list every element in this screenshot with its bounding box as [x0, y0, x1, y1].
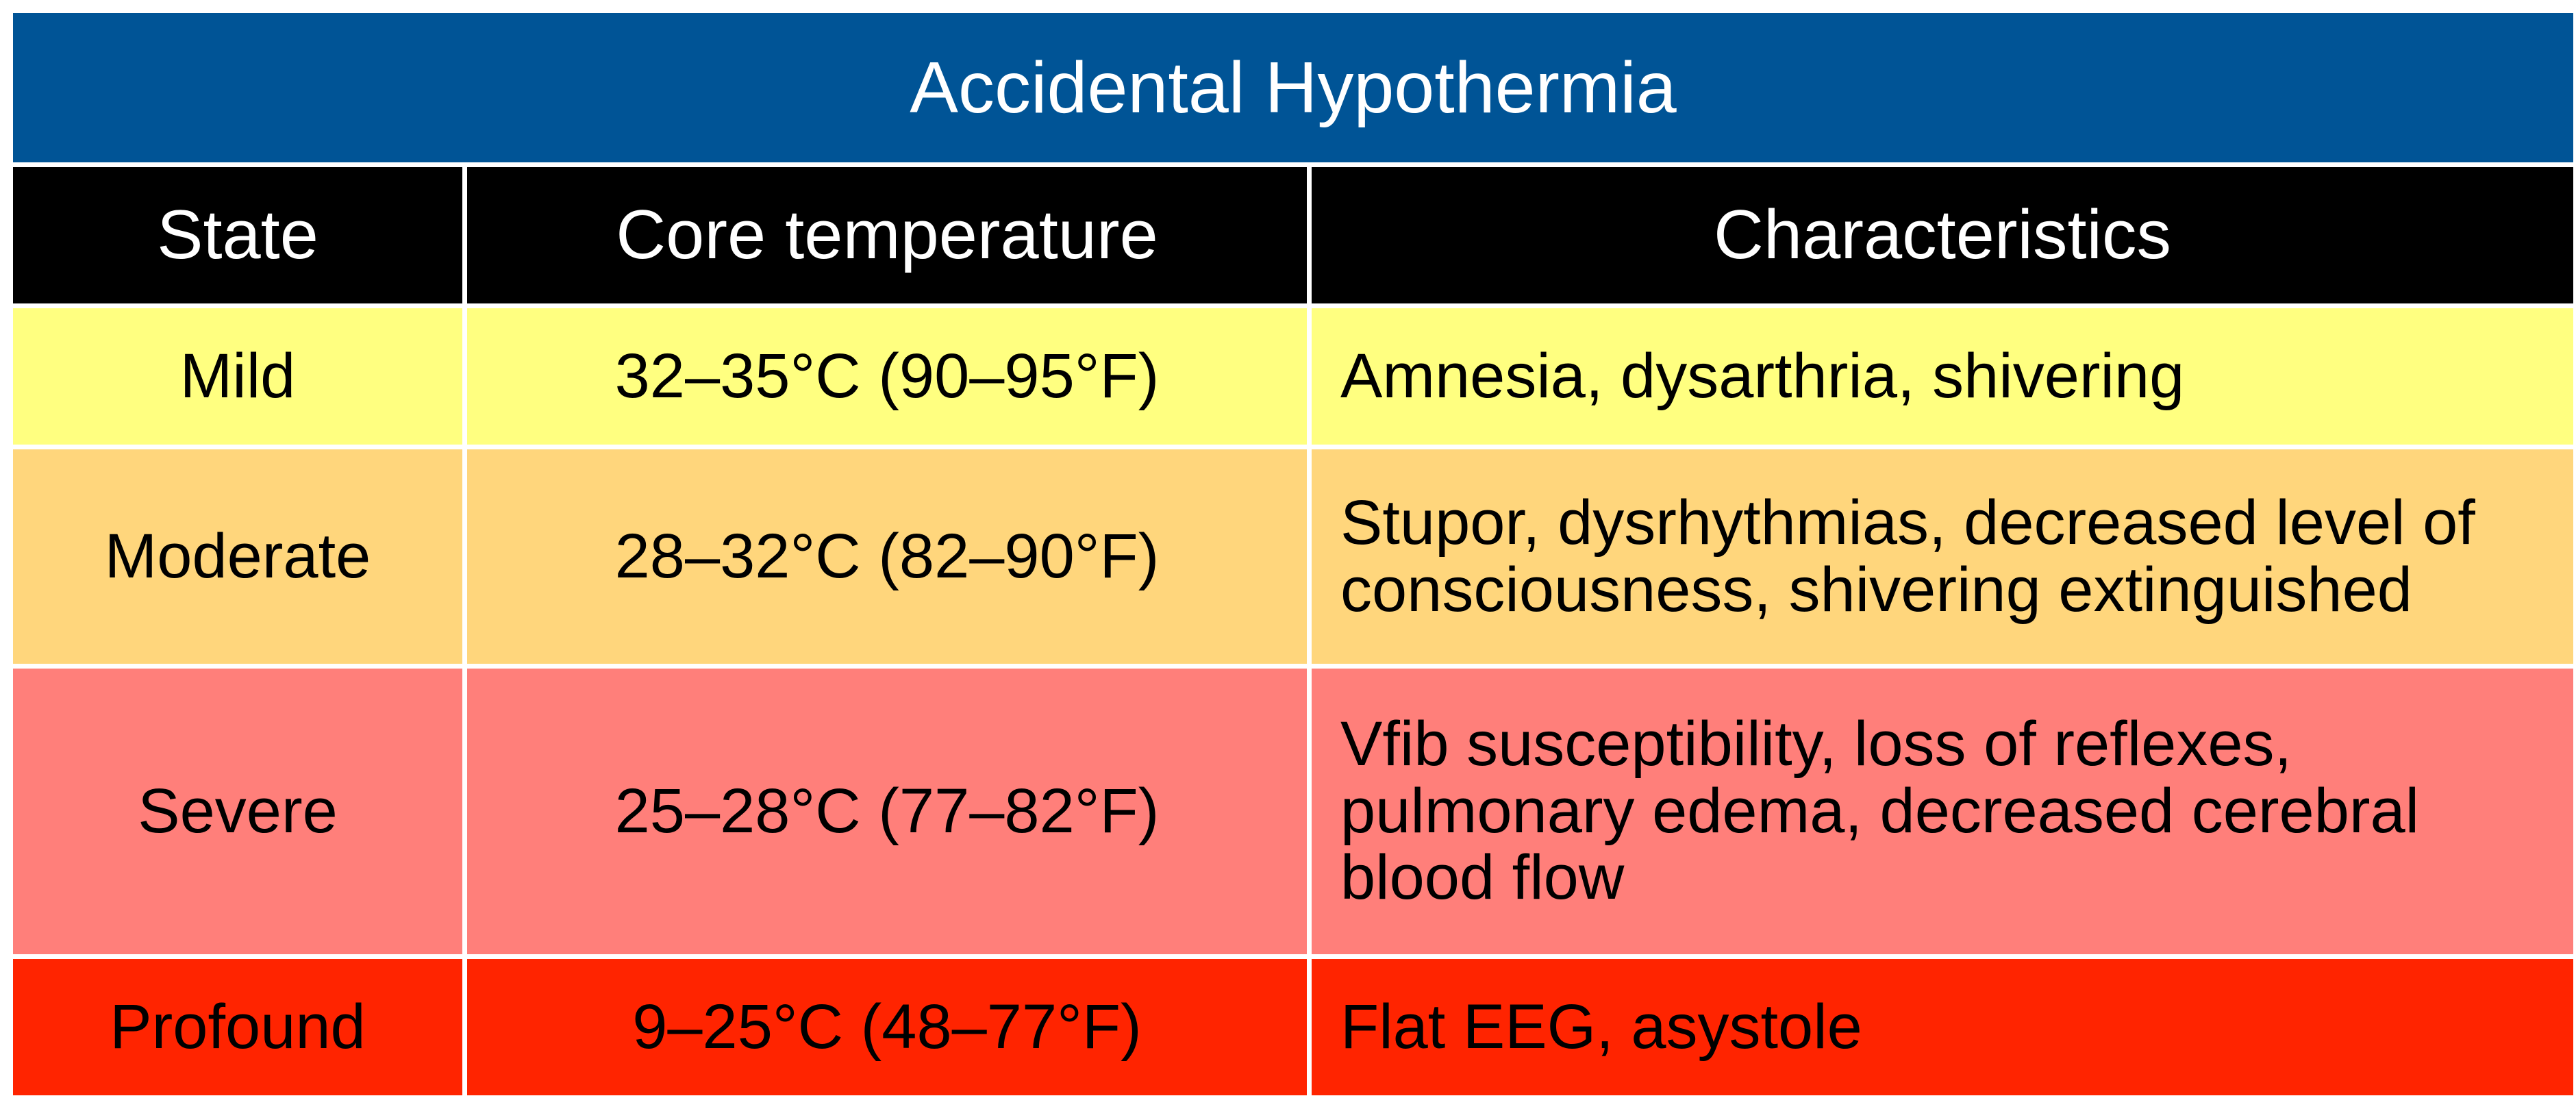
characteristics-moderate: Stupor, dysrhythmias, decreased level of… — [1312, 449, 2573, 664]
temperature-severe: 25–28°C (77–82°F) — [467, 669, 1307, 954]
state-profound: Profound — [13, 959, 462, 1095]
header-state: State — [13, 167, 462, 303]
characteristics-profound: Flat EEG, asystole — [1312, 959, 2573, 1095]
temperature-profound: 9–25°C (48–77°F) — [467, 959, 1307, 1095]
header-core-temperature: Core temperature — [467, 167, 1307, 303]
header-characteristics: Characteristics — [1312, 167, 2573, 303]
temperature-mild: 32–35°C (90–95°F) — [467, 308, 1307, 445]
characteristics-severe: Vfib susceptibility, loss of reflexes, p… — [1312, 669, 2573, 954]
table-title: Accidental Hypothermia — [13, 13, 2573, 162]
characteristics-mild: Amnesia, dysarthria, shivering — [1312, 308, 2573, 445]
temperature-moderate: 28–32°C (82–90°F) — [467, 449, 1307, 664]
state-severe: Severe — [13, 669, 462, 954]
state-mild: Mild — [13, 308, 462, 445]
hypothermia-table: Accidental Hypothermia State Core temper… — [13, 13, 2573, 1095]
state-moderate: Moderate — [13, 449, 462, 664]
